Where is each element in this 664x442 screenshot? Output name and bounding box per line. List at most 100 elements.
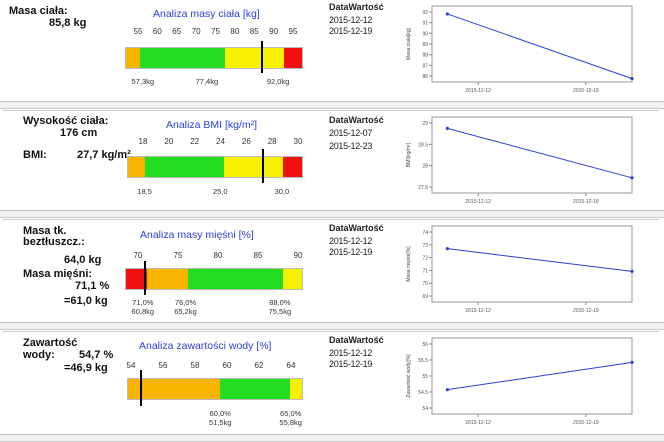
gauge-yellow [224, 48, 285, 68]
muscle-mass-kg: =61,0 kg [64, 295, 108, 307]
y-tick-label: 54.5 [418, 390, 428, 396]
range-boundary-label: 18,5 [137, 187, 152, 196]
bmi-gauge [127, 156, 303, 178]
scale-tick-label: 64 [286, 361, 296, 370]
x-tick-label: 2015-12-12 [465, 88, 491, 94]
scale-tick-label: 18 [138, 137, 148, 146]
scale-tick-label: 20 [164, 137, 174, 146]
weight-analysis-title: Analiza masy ciała [kg] [153, 8, 260, 20]
gauge-red [282, 157, 302, 177]
plot-frame [431, 116, 633, 194]
data-point [445, 388, 449, 392]
y-tick-label: 72 [422, 256, 428, 262]
y-tick-label: 28.5 [418, 142, 428, 148]
scale-tick-label: 95 [288, 27, 298, 36]
weight-chart: 92 91 90 89 88 87 86 2015-12-12 2015-12-19 Masa c… [398, 0, 638, 100]
scale-tick-label: 28 [267, 137, 277, 146]
weight-table-header: DataWartość [329, 2, 384, 12]
scale-tick-label: 80 [230, 27, 240, 36]
scale-tick-label: 90 [269, 27, 279, 36]
series-line [447, 248, 633, 272]
y-tick-label: 27.5 [418, 185, 428, 191]
scale-tick-label: 62 [254, 361, 264, 370]
data-point [630, 176, 634, 180]
y-axis-label: BMI[kg/m²] [406, 142, 412, 167]
muscle-mass-label: Masa mięśni: [23, 268, 93, 280]
scale-tick-label: 85 [253, 251, 263, 260]
panel-separator [0, 322, 664, 330]
bmi-panel: Wysokość ciała: 176 cm BMI: 27,7 kg/m² A… [3, 110, 659, 210]
weight-ticks: 55 60 65 70 75 80 85 90 95 [134, 27, 298, 37]
gauge-green [145, 157, 224, 177]
water-needle [140, 370, 143, 406]
muscle-ticks: 70 75 80 85 90 [134, 251, 303, 261]
y-tick-label: 54 [422, 406, 428, 412]
y-tick-label: 56 [422, 342, 428, 348]
water-analysis-title: Analiza zawartości wody [%] [139, 340, 272, 352]
water-table-header: DataWartość [329, 335, 384, 345]
gauge-orange [147, 269, 188, 289]
trend-chart-svg: 29 28.5 28 27.5 2015-12-12 2015-12-19 BMI[kg/m… [406, 116, 634, 205]
gauge-orange [126, 48, 141, 68]
weight-needle [261, 41, 264, 73]
muscle-table-row-2: 2015-12-19 [329, 247, 373, 257]
weight-table-row-1: 2015-12-12 [329, 15, 373, 25]
height-value: 176 cm [60, 127, 98, 139]
range-boundary-label: 76,0% 65,2kg [174, 298, 197, 316]
scale-tick-label: 22 [190, 137, 200, 146]
range-boundary-label: 92,0kg [266, 77, 290, 86]
scale-tick-label: 65 [172, 27, 182, 36]
gauge-orange [128, 379, 221, 399]
gauge-yellow [289, 379, 302, 399]
weight-panel: Masa ciała: 85,8 kg Analiza masy ciała [… [3, 0, 659, 100]
y-axis-label: Masa ciała[kg] [406, 27, 412, 60]
range-boundary-label: 77,4kg [195, 77, 219, 86]
scale-tick-label: 56 [158, 361, 168, 370]
scale-tick-label: 58 [190, 361, 200, 370]
series-line [447, 361, 633, 391]
scale-tick-label: 70 [133, 251, 143, 260]
x-tick-label: 2015-12-12 [465, 420, 491, 426]
scale-tick-label: 80 [213, 251, 223, 260]
y-tick-label: 70 [422, 281, 428, 287]
plot-frame [431, 337, 633, 415]
scale-tick-label: 24 [216, 137, 225, 146]
panel-separator [0, 101, 664, 109]
x-tick-label: 2015-12-19 [573, 88, 599, 94]
range-boundary-label: 57,3kg [131, 77, 155, 86]
y-tick-label: 92 [422, 10, 428, 16]
muscle-gauge [125, 268, 303, 290]
bmi-label: BMI: [23, 149, 47, 161]
y-axis-label: Masa mięśni[%] [406, 246, 412, 282]
gauge-yellow [282, 269, 302, 289]
y-tick-label: 28 [422, 164, 428, 170]
gauge-green [140, 48, 225, 68]
y-tick-label: 88 [422, 53, 428, 59]
panel-separator [0, 210, 664, 218]
x-tick-label: 2015-12-12 [465, 199, 491, 205]
y-axis-label: Zawartość wody[%] [406, 354, 412, 398]
data-point [445, 126, 449, 130]
y-tick-label: 74 [422, 230, 428, 236]
trend-chart-svg: 92 91 90 89 88 87 86 2015-12-12 2015-12-19 Masa c… [406, 5, 634, 94]
x-tick-label: 2015-12-19 [573, 199, 599, 205]
gauge-red [126, 269, 148, 289]
scale-tick-label: 26 [241, 137, 251, 146]
gauge-yellow [223, 157, 283, 177]
range-boundary-label: 60,0% 51,5kg [209, 409, 232, 427]
bmi-ticks: 18 20 22 24 26 28 30 [139, 137, 303, 147]
water-label-2: wody: [23, 349, 55, 361]
series-line [447, 13, 633, 80]
range-boundary-label: 25,0 [212, 187, 228, 196]
scale-tick-label: 60 [222, 361, 232, 370]
water-gauge [127, 378, 303, 400]
bmi-chart: 29 28.5 28 27.5 2015-12-12 2015-12-19 BMI[kg/m… [398, 111, 638, 211]
trend-chart-svg: 56 55.5 55 54.5 54 2015-12-12 2015-12-19 Zawart… [406, 337, 634, 426]
weight-table-row-2: 2015-12-19 [329, 26, 373, 36]
scale-tick-label: 85 [249, 27, 259, 36]
data-point [445, 247, 449, 251]
y-tick-label: 86 [422, 74, 428, 80]
scale-tick-label: 54 [126, 361, 136, 370]
muscle-mass-percent: 71,1 % [75, 280, 110, 292]
y-tick-label: 71 [422, 268, 428, 274]
